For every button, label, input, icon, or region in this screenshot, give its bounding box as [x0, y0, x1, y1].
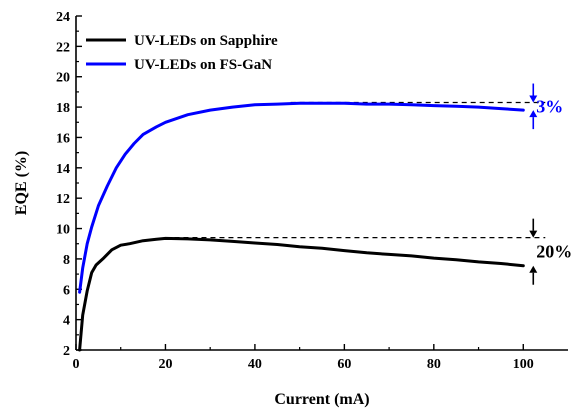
y-tick-label-4: 4 — [63, 314, 70, 329]
annotation-1-arrow-down-head — [529, 230, 538, 238]
y-tick-label-6: 6 — [63, 283, 70, 298]
annotation-label-1: 20% — [536, 242, 571, 262]
annotation-label-0: 3% — [536, 96, 563, 116]
y-tick-label-14: 14 — [56, 162, 70, 177]
series-layer — [78, 101, 525, 352]
annotation-1-arrow-up-head — [529, 265, 538, 273]
reference-lines-layer — [165, 101, 546, 239]
y-tick-label-22: 22 — [56, 40, 70, 55]
x-tick-label-100: 100 — [513, 357, 534, 372]
x-tick-label-80: 80 — [427, 357, 441, 372]
x-tick-label-40: 40 — [248, 357, 262, 372]
y-tick-label-16: 16 — [56, 131, 70, 146]
y-tick-label-24: 24 — [56, 10, 70, 25]
y-tick-label-8: 8 — [63, 253, 70, 268]
series-line-sapphire — [78, 236, 525, 352]
annotation-0-arrow-up-head — [529, 110, 538, 118]
legend-label-fs-gan: UV-LEDs on FS-GaN — [134, 57, 272, 73]
legend-label-sapphire: UV-LEDs on Sapphire — [134, 33, 278, 49]
y-tick-label-2: 2 — [63, 344, 70, 359]
annotation-0-arrow-down-head — [529, 95, 538, 103]
series-line-fs-gan — [78, 101, 525, 294]
x-axis-title: Current (mA) — [274, 391, 369, 408]
x-tick-label-20: 20 — [158, 357, 172, 372]
y-axis-title: EQE (%) — [13, 151, 30, 215]
x-tick-label-60: 60 — [337, 357, 351, 372]
y-tick-label-12: 12 — [56, 192, 70, 207]
annotations-layer: 3% 20% — [529, 83, 571, 285]
x-tick-label-0: 0 — [73, 357, 80, 372]
y-tick-label-20: 20 — [56, 71, 70, 86]
y-tick-label-18: 18 — [56, 101, 70, 116]
legend: UV-LEDs on Sapphire UV-LEDs on FS-GaN — [86, 33, 278, 73]
y-tick-label-10: 10 — [56, 223, 70, 238]
